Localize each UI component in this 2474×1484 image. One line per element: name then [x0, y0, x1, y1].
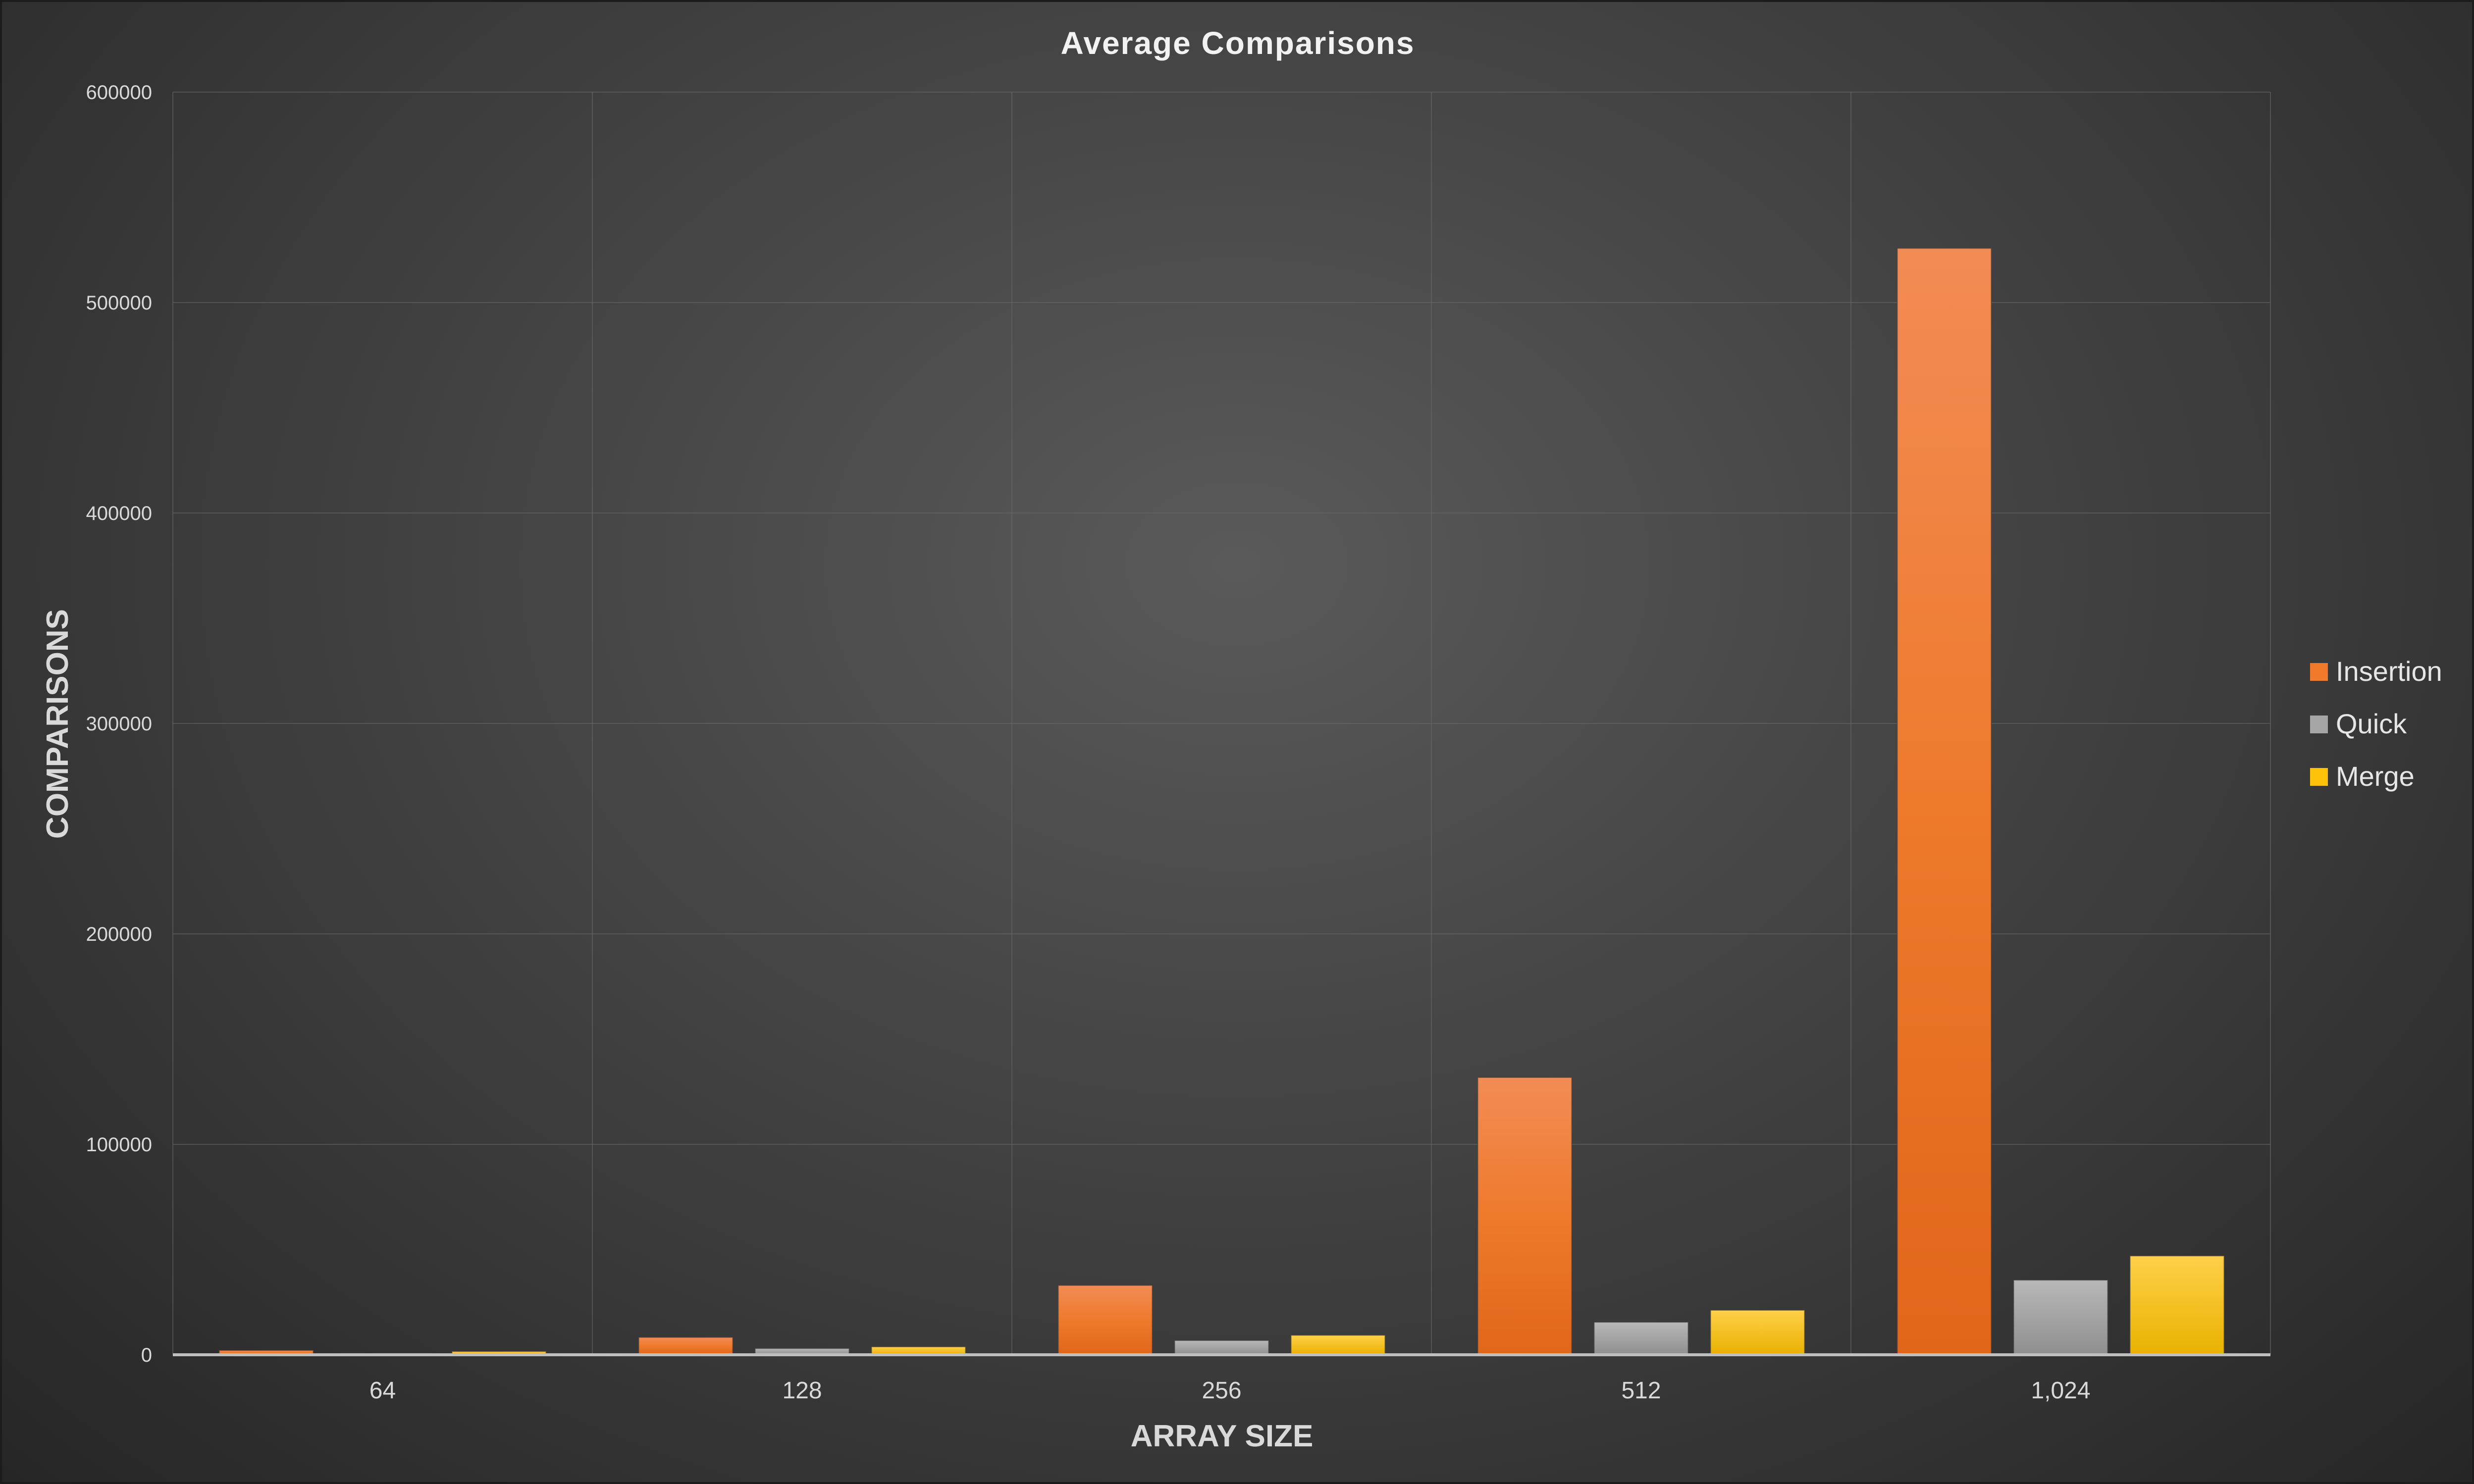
gridlines	[172, 92, 2271, 1355]
x-tick-label: 64	[369, 1378, 396, 1404]
x-tick-label: 128	[782, 1378, 822, 1404]
x-tick-label: 1,024	[2031, 1378, 2090, 1404]
bar-merge-512	[1710, 1309, 1805, 1355]
y-tick-label: 0	[141, 1344, 152, 1366]
bar-insertion-256	[1057, 1284, 1153, 1355]
y-tick-label: 400000	[86, 503, 152, 524]
bar-quick-1024	[2013, 1279, 2108, 1355]
x-axis-title: ARRAY SIZE	[1131, 1419, 1314, 1453]
x-tick-label: 512	[1621, 1378, 1661, 1404]
y-tick-label: 500000	[86, 292, 152, 314]
y-axis-ticks: 0 100000 200000 300000 400000 500000 600000	[86, 82, 152, 1366]
bars	[218, 248, 2225, 1356]
legend-label-merge: Merge	[2336, 761, 2415, 792]
chart-title: Average Comparisons	[1061, 25, 1415, 61]
y-tick-label: 300000	[86, 713, 152, 735]
bar-insertion-128	[638, 1336, 734, 1356]
legend-swatch-merge	[2310, 768, 2328, 786]
bar-quick-256	[1174, 1340, 1269, 1356]
legend-swatch-insertion	[2310, 663, 2328, 681]
y-tick-label: 100000	[86, 1134, 152, 1156]
bar-insertion-1024	[1896, 248, 1992, 1355]
bar-merge-1024	[2129, 1255, 2225, 1355]
bar-quick-512	[1593, 1322, 1689, 1355]
y-tick-label: 600000	[86, 82, 152, 103]
legend: Insertion Quick Merge	[2310, 656, 2442, 792]
x-tick-label: 256	[1202, 1378, 1241, 1404]
legend-swatch-quick	[2310, 716, 2328, 733]
y-axis-title: COMPARISONS	[41, 609, 75, 839]
bar-insertion-512	[1477, 1076, 1573, 1356]
x-axis-ticks: 64 128 256 512 1,024	[369, 1378, 2091, 1404]
legend-label-insertion: Insertion	[2336, 656, 2442, 687]
legend-label-quick: Quick	[2336, 708, 2407, 739]
bar-merge-256	[1290, 1334, 1386, 1356]
y-tick-label: 200000	[86, 923, 152, 945]
